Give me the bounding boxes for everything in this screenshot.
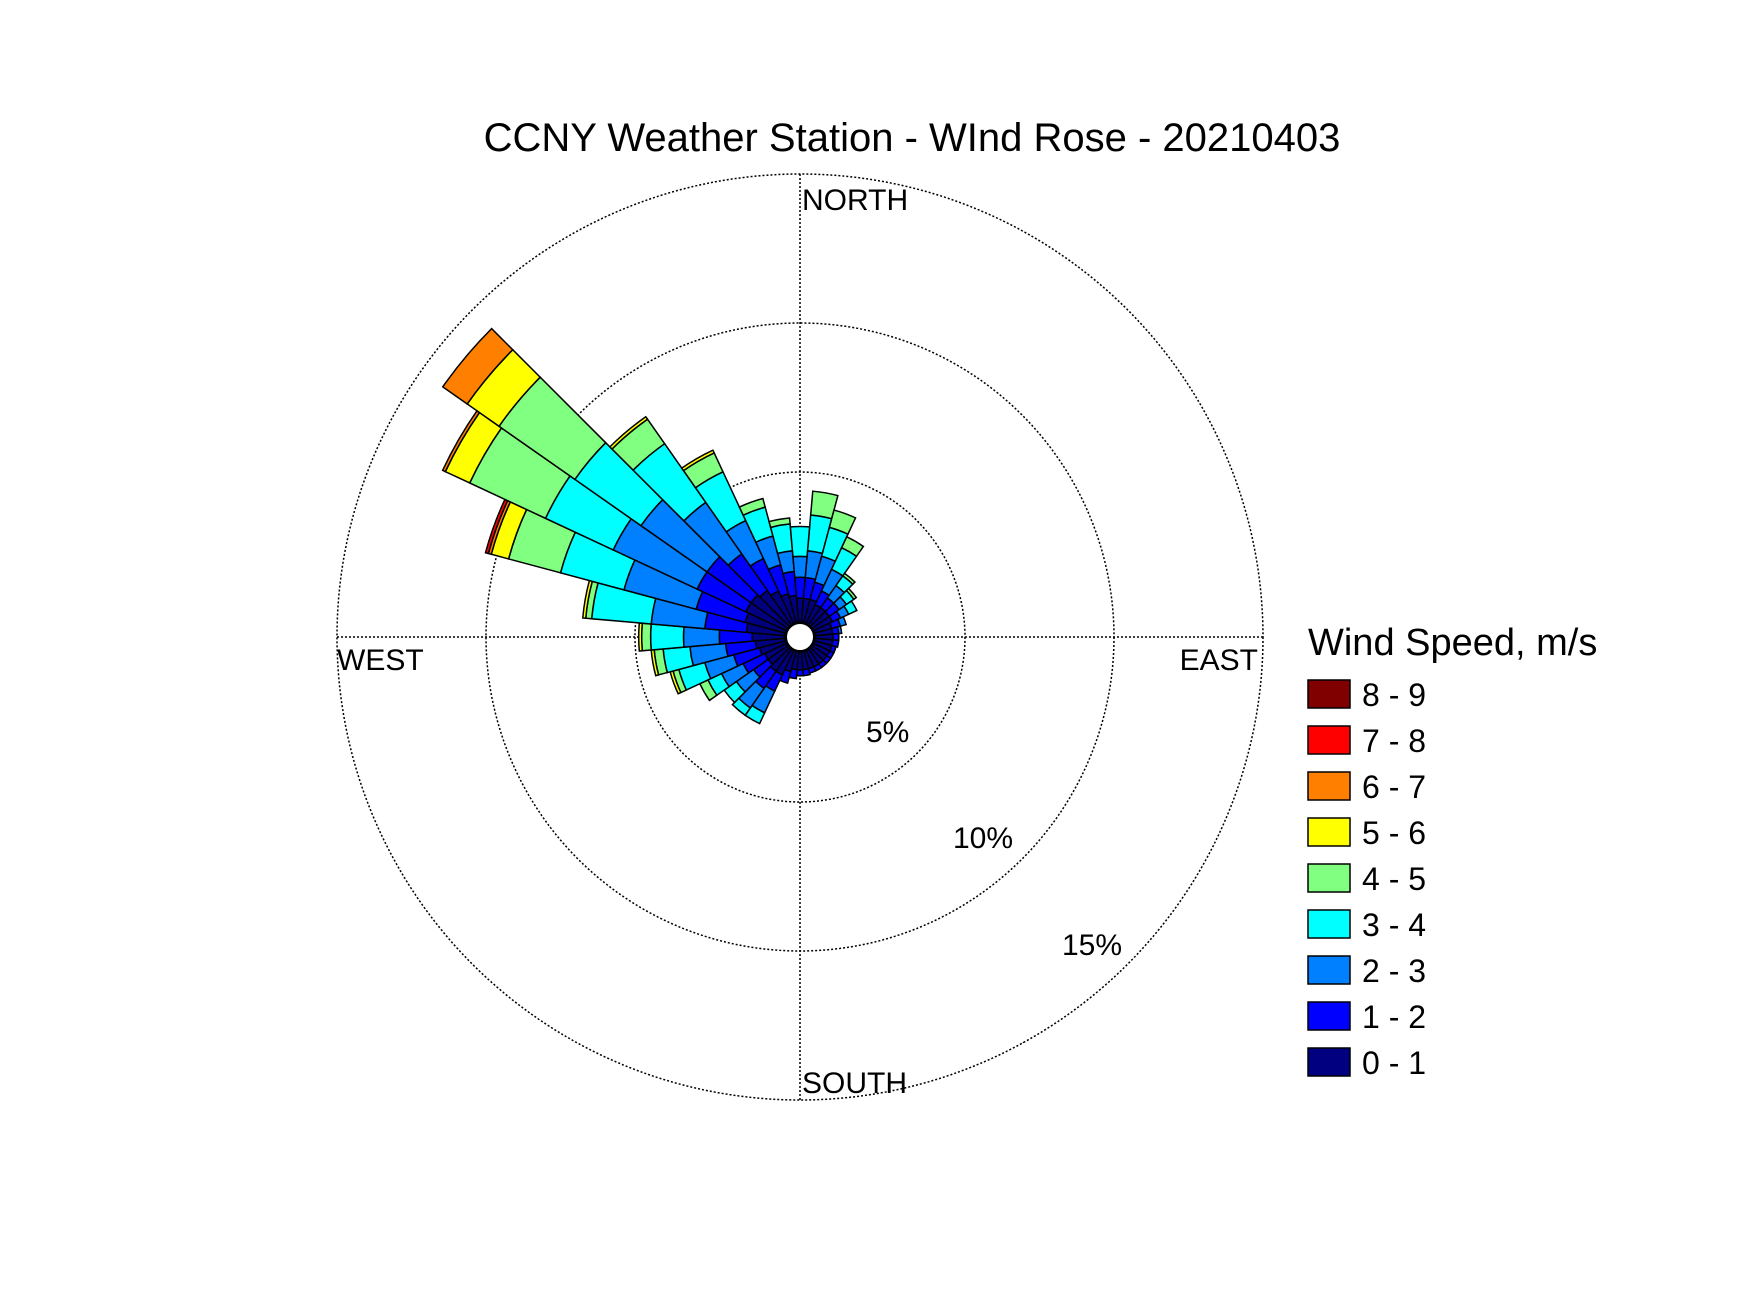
chart-title: CCNY Weather Station - WInd Rose - 20210… [484,116,1341,160]
petal-270-bin-4 [640,622,653,652]
direction-label-south: SOUTH [802,1067,907,1100]
legend-swatch [1307,909,1351,939]
legend-swatch [1307,863,1351,893]
petal-80-bin-2 [836,625,843,635]
petal-70-bin-2 [836,615,848,628]
legend-label: 1 - 2 [1362,999,1426,1035]
legend-label: 2 - 3 [1362,953,1426,989]
petal-340-bin-4 [738,497,767,517]
legend-label: 8 - 9 [1362,677,1426,713]
legend-swatch [1307,955,1351,985]
petal-270-bin-5 [637,622,644,652]
petal-350-bin-4 [768,517,791,529]
petal-360-bin-2 [792,555,808,579]
legend-swatch [1307,679,1351,709]
petal-60-bin-3 [842,599,858,616]
petal-20-bin-4 [828,509,857,536]
legend-swatch [1307,817,1351,847]
wind-rose-petals [441,327,865,725]
petal-220-bin-3 [731,697,752,717]
legend-label: 6 - 7 [1362,769,1426,805]
petal-310-bin-6 [441,327,514,406]
petal-360-bin-3 [789,525,811,558]
petal-50-bin-4 [845,587,858,601]
legend-title: Wind Speed, m/s [1308,622,1597,664]
petal-40-bin-4 [841,572,856,586]
ring-label-5: 5% [866,716,909,749]
petal-30-bin-4 [840,535,865,558]
petal-330-bin-5 [680,449,716,472]
legend-swatch [1307,771,1351,801]
petal-10-bin-4 [809,490,839,520]
center-circle [785,622,815,652]
legend-swatch [1307,1001,1351,1031]
direction-label-east: EAST [1180,644,1258,677]
petal-320-bin-5 [608,415,649,451]
legend-label: 0 - 1 [1362,1045,1426,1081]
petal-360-bin-1 [793,576,807,600]
legend-label: 4 - 5 [1362,861,1426,897]
polar-grid [336,173,1264,1101]
legend-label: 3 - 4 [1362,907,1426,943]
direction-label-west: WEST [337,644,424,677]
legend-label: 5 - 6 [1362,815,1426,851]
legend-items: 8 - 9 7 - 8 6 - 7 5 - 6 4 - 5 3 - 4 2 - 3 1 - 2… [1307,677,1426,1081]
legend-label: 7 - 8 [1362,723,1426,759]
legend-swatch [1307,1047,1351,1077]
petal-270-bin-3 [649,623,685,651]
ring-label-10: 10% [953,822,1013,855]
direction-label-north: NORTH [802,184,908,217]
ring-label-15: 15% [1062,929,1122,962]
legend-swatch [1307,725,1351,755]
legend: Wind Speed, m/s 8 - 9 7 - 8 6 - 7 5 - 6 4 - … [1307,622,1597,1081]
